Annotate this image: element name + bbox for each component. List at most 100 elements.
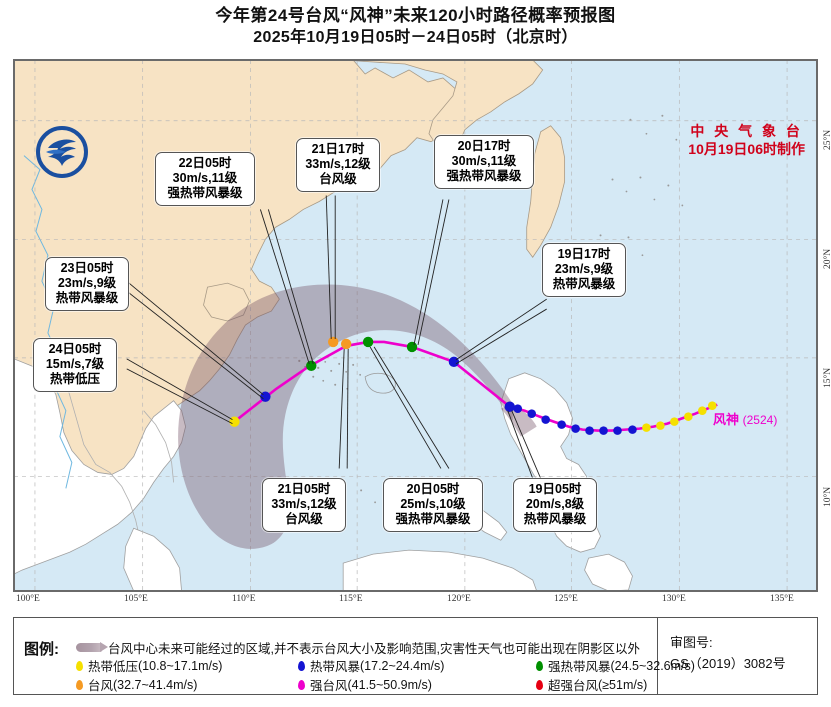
cma-dragon-logo-icon [36,126,88,178]
callout-19-05[interactable]: 19日05时 20m/s,8级 热带风暴级 [513,478,597,532]
callout-24-05[interactable]: 24日05时 15m/s,7级 热带低压 [33,338,117,392]
marker-20-05 [406,341,418,353]
storm-name-text: 风神 [713,412,740,427]
marker-21-17 [328,336,339,348]
page-title: 今年第24号台风“风神”未来120小时路径概率预报图 2025年10月19日05… [0,4,831,49]
landmass-indochina [14,358,186,575]
observed-track-markers [513,401,717,435]
callout-time: 19日05时 [528,482,582,496]
lon-tick-125e: 125°E [554,594,578,604]
legend-cone-row: 台风中心未来可能经过的区域,并不表示台风大小及影响范围,灾害性天气也可能出现在阴… [76,638,640,657]
approval-number: GS（2019）3082号 [670,656,786,671]
marker-19-05-current [504,401,515,412]
legend-ts-range: (17.2~24.4m/s) [360,658,445,673]
title-line-1: 今年第24号台风“风神”未来120小时路径概率预报图 [215,6,616,25]
callout-21-05[interactable]: 21日05时 33m/s,12级 台风级 [262,478,346,532]
marker-24-05 [229,416,240,427]
callout-21-17[interactable]: 21日17时 33m/s,12级 台风级 [296,138,380,192]
legend-td-range: (10.8~17.1m/s) [138,658,223,673]
agency-header: 中 央 气 象 台 10月19日06时制作 [688,122,805,158]
callout-20-05[interactable]: 20日05时 25m/s,10级 强热带风暴级 [383,478,483,532]
border-line [109,472,141,539]
callout-19-17[interactable]: 19日17时 23m/s,9级 热带风暴级 [542,243,626,297]
legend-td-name: 热带低压 [88,660,139,674]
agency-name: 中 央 气 象 台 [690,123,803,139]
legend-ty-name: 台风 [88,679,114,693]
callout-wind: 23m/s,9级 [554,262,614,276]
approval-label: 审图号: [670,635,713,650]
callout-time: 22日05时 [178,156,232,170]
lon-tick-120e: 120°E [447,594,471,604]
forecast-probability-cone [178,284,513,549]
title-line-2: 2025年10月19日05时－24日05时（北京时） [253,29,578,46]
agency-issue-time: 10月19日06时制作 [688,141,805,157]
island-hainan [203,282,250,322]
lat-tick-15n: 15°N [823,367,831,388]
legend-dot-ts [298,660,305,671]
callout-grade: 强热带风暴级 [167,186,243,200]
legend-title: 图例: [24,641,59,658]
callout-wind: 20m/s,8级 [525,497,585,511]
legend-item-ts: 热带风暴 (17.2~24.4m/s) [298,656,536,675]
legend-ts-name: 热带风暴 [310,660,361,674]
legend-dot-ty [76,679,83,690]
legend-sts-name: 强热带风暴 [548,660,611,674]
lon-tick-105e: 105°E [124,594,148,604]
legend-dot-td [76,660,83,671]
forecast-probability-cone-tail [500,403,537,437]
island-borneo [342,549,538,591]
legend-cone-text: 台风中心未来可能经过的区域,并不表示台风大小及影响范围,灾害性天气也可能出现在阴… [108,642,640,656]
legend-item-ty: 台风 (32.7~41.4m/s) [76,675,298,694]
callout-23-05[interactable]: 23日05时 23m/s,9级 热带风暴级 [45,257,129,311]
callout-grade: 强热带风暴级 [395,512,471,526]
callout-grade: 台风级 [285,512,323,526]
lon-tick-130e: 130°E [662,594,686,604]
marker-21-05 [340,338,352,350]
storm-name-label: 风神 (2524) [713,409,777,428]
callout-wind: 25m/s,10级 [400,497,466,511]
forecast-track-markers [229,336,515,427]
callout-grade: 台风级 [319,172,357,186]
legend-superty-range: (≥51m/s) [598,677,648,692]
lat-tick-20n: 20°N [823,248,831,269]
callout-time: 21日17时 [311,142,365,156]
legend-item-sts: 强热带风暴 (24.5~32.6m/s) [536,656,806,675]
approval-block: 审图号: GS（2019）3082号 [657,618,817,694]
callout-time: 24日05时 [48,342,102,356]
callout-wind: 33m/s,12级 [271,497,337,511]
reef-outline [364,372,396,394]
callout-22-05[interactable]: 22日05时 30m/s,11级 强热带风暴级 [155,152,255,206]
callout-time: 19日17时 [557,247,611,261]
callout-20-17[interactable]: 20日17时 30m/s,11级 强热带风暴级 [434,135,534,189]
legend-main: 图例: 台风中心未来可能经过的区域,并不表示台风大小及影响范围,灾害性天气也可能… [14,618,695,694]
callout-time: 20日05时 [406,482,460,496]
legend-category-grid: 热带低压 (10.8~17.1m/s) 热带风暴 (17.2~24.4m/s) 强热… [76,656,806,694]
legend-item-superty: 超强台风 (≥51m/s) [536,675,806,694]
legend-sty-name: 强台风 [310,679,348,693]
callout-grade: 热带低压 [49,372,100,386]
callout-wind: 33m/s,12级 [305,157,371,171]
marker-22-05 [306,360,317,372]
legend-dot-superty [536,679,543,690]
lon-tick-100e: 100°E [16,594,40,604]
lon-tick-115e: 115°E [339,594,363,604]
border-line [143,410,174,483]
callout-time: 23日05时 [60,261,114,275]
legend-superty-name: 超强台风 [548,679,599,693]
island-malay [123,527,182,591]
cone-swatch-icon [76,642,108,652]
lat-tick-10n: 10°N [823,486,831,507]
legend-dot-sty [298,679,305,690]
lon-tick-110e: 110°E [232,594,256,604]
lon-tick-135e: 135°E [770,594,794,604]
callout-grade: 强热带风暴级 [446,169,522,183]
storm-code-text: (2524) [742,413,778,427]
callout-wind: 30m/s,11级 [451,154,517,168]
callout-wind: 30m/s,11级 [172,171,238,185]
callout-wind: 23m/s,9级 [57,276,117,290]
callout-grade: 热带风暴级 [523,512,587,526]
legend-sts-range: (24.5~32.6m/s) [610,658,695,673]
legend-frame: 图例: 台风中心未来可能经过的区域,并不表示台风大小及影响范围,灾害性天气也可能… [13,617,818,695]
callout-time: 20日17时 [457,139,511,153]
